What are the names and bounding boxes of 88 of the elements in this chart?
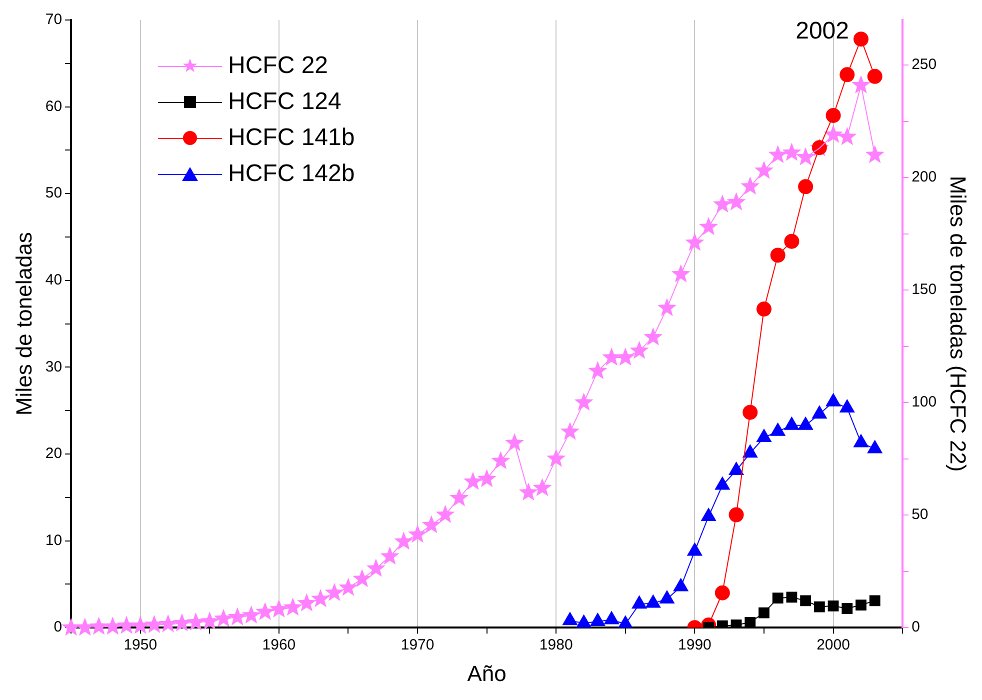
x-tick-label: 1990 bbox=[678, 636, 712, 654]
legend-label: HCFC 124 bbox=[228, 88, 342, 116]
point bbox=[687, 542, 702, 556]
point bbox=[685, 232, 704, 251]
x-tick-label: 2000 bbox=[816, 636, 850, 654]
point bbox=[604, 611, 619, 624]
point bbox=[242, 605, 261, 624]
point bbox=[632, 596, 647, 609]
x-tick-label: 1980 bbox=[539, 636, 573, 654]
point bbox=[851, 75, 871, 94]
point bbox=[756, 302, 772, 317]
point bbox=[546, 448, 566, 467]
point bbox=[477, 469, 496, 488]
legend-label: HCFC 142b bbox=[228, 160, 355, 188]
point bbox=[826, 108, 841, 123]
point bbox=[854, 32, 868, 47]
legend-label: HCFC 141b bbox=[228, 124, 355, 152]
point bbox=[812, 406, 827, 419]
point bbox=[770, 422, 786, 436]
point bbox=[352, 568, 372, 588]
point bbox=[754, 160, 774, 179]
point bbox=[782, 142, 802, 161]
point bbox=[574, 392, 594, 411]
y2-tick-label: 250 bbox=[912, 56, 937, 74]
y-tick-label: 40 bbox=[45, 272, 62, 289]
point bbox=[436, 504, 455, 523]
point bbox=[269, 599, 288, 618]
x-tick-label: 1960 bbox=[262, 636, 296, 654]
point bbox=[742, 444, 758, 458]
point bbox=[854, 434, 868, 448]
y-tick-label: 60 bbox=[45, 98, 62, 115]
point bbox=[784, 416, 800, 430]
point bbox=[338, 578, 358, 596]
x-tick-label: 1970 bbox=[400, 636, 434, 654]
point bbox=[671, 264, 690, 282]
point bbox=[756, 429, 772, 442]
y-tick-label: 10 bbox=[45, 532, 62, 549]
point bbox=[590, 613, 606, 626]
point bbox=[784, 234, 800, 249]
point bbox=[62, 618, 81, 636]
legend-label: HCFC 22 bbox=[228, 52, 328, 80]
point bbox=[730, 620, 742, 628]
x-axis-title: Año bbox=[467, 660, 506, 686]
point bbox=[726, 192, 746, 210]
y-axis-title: Miles de toneladas bbox=[11, 232, 36, 416]
y2-tick-label: 0 bbox=[912, 618, 920, 636]
y2-tick-label: 200 bbox=[912, 168, 937, 186]
point bbox=[562, 612, 578, 626]
point bbox=[630, 340, 649, 359]
point bbox=[798, 179, 814, 194]
point bbox=[532, 478, 552, 496]
y2-tick-label: 50 bbox=[912, 506, 928, 524]
point bbox=[798, 416, 813, 430]
y-tick-label: 20 bbox=[45, 445, 62, 462]
point bbox=[714, 476, 730, 490]
x-tick-label: 1950 bbox=[124, 636, 158, 654]
y2-tick-label: 100 bbox=[912, 394, 937, 411]
point bbox=[867, 68, 882, 84]
annotation: 2002 bbox=[796, 18, 849, 45]
point bbox=[867, 440, 882, 454]
point bbox=[701, 508, 716, 521]
point bbox=[618, 616, 633, 628]
point bbox=[311, 589, 330, 608]
y-tick-label: 70 bbox=[45, 11, 62, 28]
point bbox=[408, 524, 428, 543]
point bbox=[380, 546, 400, 565]
point bbox=[560, 422, 580, 440]
point bbox=[770, 248, 786, 263]
point bbox=[422, 515, 441, 534]
point bbox=[660, 590, 674, 604]
point bbox=[840, 67, 855, 82]
point bbox=[826, 393, 841, 406]
y2-axis-title: Miles de toneladas (HCFC 22) bbox=[946, 176, 971, 472]
point bbox=[838, 127, 857, 146]
point bbox=[576, 614, 592, 628]
point bbox=[646, 594, 661, 608]
point bbox=[366, 558, 386, 577]
point bbox=[673, 578, 688, 592]
point bbox=[588, 361, 608, 380]
y-tick-label: 0 bbox=[54, 618, 62, 636]
point bbox=[865, 145, 884, 164]
y2-tick-label: 150 bbox=[912, 281, 937, 298]
y-tick-label: 50 bbox=[45, 184, 62, 202]
y-tick-label: 30 bbox=[45, 358, 62, 376]
point bbox=[644, 327, 663, 346]
point bbox=[840, 399, 855, 412]
point bbox=[728, 462, 744, 475]
point bbox=[742, 404, 758, 420]
